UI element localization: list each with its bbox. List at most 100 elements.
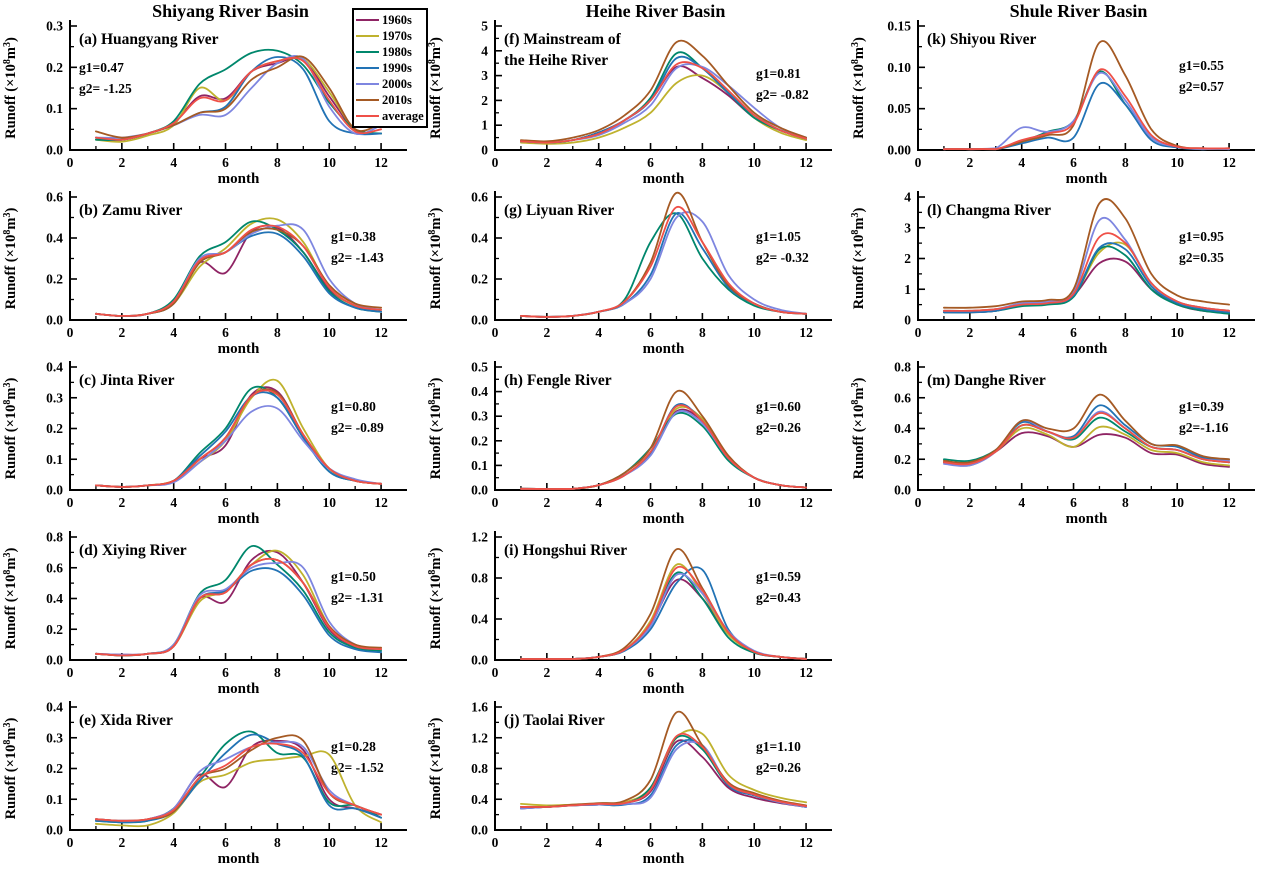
panel-h-fengle-river: 0.0 0.1 0.2 0.3 0.4 0.5 0 2 4 6 8 10 12 month Runoff (… bbox=[425, 355, 850, 527]
y-tick-label: 0.1 bbox=[46, 101, 63, 116]
y-tick-label: 0.4 bbox=[46, 360, 63, 375]
x-tick-label: 0 bbox=[67, 155, 74, 170]
series-1970s bbox=[95, 750, 382, 828]
y-tick-label: 0.0 bbox=[46, 653, 63, 668]
y-tick-label: 0.1 bbox=[46, 452, 63, 467]
x-tick-label: 2 bbox=[118, 325, 125, 340]
y-tick-label: 0.2 bbox=[46, 761, 63, 776]
y-tick-label: 4 bbox=[904, 190, 911, 205]
x-tick-label: 0 bbox=[492, 155, 499, 170]
x-tick-label: 0 bbox=[492, 325, 499, 340]
x-tick-label: 2 bbox=[966, 155, 973, 170]
panel-f-heihe-mainstream: 0 1 2 3 4 5 0 2 4 6 8 10 12 month Runoff (×108m3) Heihe… bbox=[425, 0, 850, 187]
y-tick-label: 0 bbox=[481, 143, 488, 158]
series-average bbox=[943, 412, 1230, 466]
y-tick-label: 0.8 bbox=[471, 571, 488, 586]
legend-label: 1990s bbox=[382, 61, 412, 75]
legend-label: 2010s bbox=[382, 93, 412, 107]
panel-d-xiying-river: 0.0 0.2 0.4 0.6 0.8 0 2 4 6 8 10 12 month Runoff (×10… bbox=[0, 525, 425, 697]
x-tick-label: 10 bbox=[747, 155, 761, 170]
annotation-g2: g2= -1.52 bbox=[331, 760, 384, 775]
x-tick-label: 8 bbox=[274, 495, 281, 510]
panel-label: (e) Xida River bbox=[79, 712, 173, 729]
y-tick-label: 0.0 bbox=[471, 313, 488, 328]
legend-item-2000s: 2000s bbox=[356, 76, 426, 92]
y-axis-label: Runoff (×108m3) bbox=[427, 208, 444, 310]
legend-item-1970s: 1970s bbox=[356, 28, 426, 44]
panel-label: (h) Fengle River bbox=[504, 372, 612, 389]
annotation-g1: g1=0.50 bbox=[331, 569, 376, 584]
y-axis-label: Runoff (×108m3) bbox=[427, 378, 444, 480]
annotation-g1: g1=0.60 bbox=[756, 399, 801, 414]
x-tick-label: 12 bbox=[374, 665, 388, 680]
x-tick-label: 12 bbox=[799, 325, 813, 340]
x-tick-label: 2 bbox=[966, 325, 973, 340]
legend-line-icon bbox=[356, 83, 379, 85]
panel-m-danghe-river: 0.0 0.2 0.4 0.6 0.8 0 2 4 6 8 10 12 month Runoff (×10… bbox=[848, 355, 1270, 527]
x-tick-label: 6 bbox=[222, 495, 229, 510]
x-tick-label: 0 bbox=[67, 835, 74, 850]
x-tick-label: 6 bbox=[1070, 325, 1077, 340]
chart-svg-j: 0.0 0.4 0.8 1.2 1.6 0 2 4 6 8 10 12 month Runoff (×10… bbox=[427, 700, 832, 867]
y-tick-label: 0.6 bbox=[46, 560, 63, 575]
chart-svg-a: 0.0 0.1 0.2 0.3 0 2 4 6 8 10 12 month Runoff (×108m3… bbox=[2, 1, 407, 187]
panel-e-xida-river: 0.0 0.1 0.2 0.3 0.4 0 2 4 6 8 10 12 month Runoff (×10… bbox=[0, 695, 425, 887]
series-average bbox=[943, 232, 1230, 312]
x-tick-label: 10 bbox=[1170, 155, 1184, 170]
x-tick-label: 6 bbox=[1070, 495, 1077, 510]
series-average bbox=[95, 742, 382, 822]
annotation-g1: g1=0.28 bbox=[331, 739, 376, 754]
chart-svg-e: 0.0 0.1 0.2 0.3 0.4 0 2 4 6 8 10 12 month Runoff (×10… bbox=[2, 700, 407, 867]
chart-svg-b: 0.0 0.2 0.4 0.6 0 2 4 6 8 10 12 month Runoff (×108m3… bbox=[2, 190, 407, 357]
x-tick-label: 0 bbox=[492, 665, 499, 680]
x-tick-label: 4 bbox=[595, 495, 602, 510]
series-2010s bbox=[520, 39, 807, 143]
y-tick-label: 0.2 bbox=[46, 60, 63, 75]
panel-label: (g) Liyuan River bbox=[504, 202, 614, 219]
y-tick-label: 0.2 bbox=[46, 272, 63, 287]
series-2010s bbox=[943, 393, 1230, 464]
x-tick-label: 6 bbox=[647, 495, 654, 510]
y-axis-label: Runoff (×108m3) bbox=[2, 37, 19, 139]
panel-label: the Heihe River bbox=[504, 52, 608, 69]
annotation-g1: g1=1.05 bbox=[756, 229, 801, 244]
series-average bbox=[95, 557, 382, 657]
x-axis-label: month bbox=[218, 341, 260, 355]
x-tick-label: 2 bbox=[118, 495, 125, 510]
panel-label: (a) Huangyang River bbox=[79, 31, 219, 48]
y-tick-label: 1.6 bbox=[471, 700, 488, 715]
chart-svg-k: 0.00 0.05 0.10 0.15 0 2 4 6 8 10 12 month Runoff (×1… bbox=[850, 1, 1255, 187]
x-tick-label: 10 bbox=[322, 835, 336, 850]
legend-item-1980s: 1980s bbox=[356, 44, 426, 60]
y-tick-label: 0.8 bbox=[894, 360, 911, 375]
y-tick-label: 4 bbox=[481, 43, 488, 58]
series-average bbox=[520, 61, 807, 144]
x-axis-label: month bbox=[218, 681, 260, 695]
annotation-g2: g2= -1.31 bbox=[331, 590, 384, 605]
x-tick-label: 2 bbox=[543, 495, 550, 510]
x-tick-label: 4 bbox=[1018, 495, 1025, 510]
y-tick-label: 0.4 bbox=[46, 700, 63, 715]
legend-label: 1980s bbox=[382, 45, 412, 59]
panel-label: (m) Danghe River bbox=[927, 372, 1046, 389]
y-tick-label: 0.6 bbox=[471, 190, 488, 205]
y-tick-label: 0.4 bbox=[471, 792, 488, 807]
x-tick-label: 2 bbox=[118, 835, 125, 850]
x-axis-label: month bbox=[1066, 341, 1108, 355]
legend-line-icon bbox=[356, 19, 379, 21]
annotation-g2: g2= -1.43 bbox=[331, 250, 384, 265]
y-axis-label: Runoff (×108m3) bbox=[2, 718, 19, 820]
y-tick-label: 0.0 bbox=[46, 823, 63, 838]
x-tick-label: 10 bbox=[747, 325, 761, 340]
panel-l-changma-river: 0 1 2 3 4 0 2 4 6 8 10 12 month Runoff (×108m3) (l) Ch… bbox=[848, 185, 1270, 357]
y-tick-label: 0.0 bbox=[46, 313, 63, 328]
annotation-g2: g2= -0.32 bbox=[756, 250, 809, 265]
series-average bbox=[943, 68, 1230, 151]
annotation-g2: g2=0.43 bbox=[756, 590, 801, 605]
x-tick-label: 12 bbox=[1222, 495, 1236, 510]
y-tick-label: 0.4 bbox=[894, 421, 911, 436]
x-tick-label: 6 bbox=[1070, 155, 1077, 170]
